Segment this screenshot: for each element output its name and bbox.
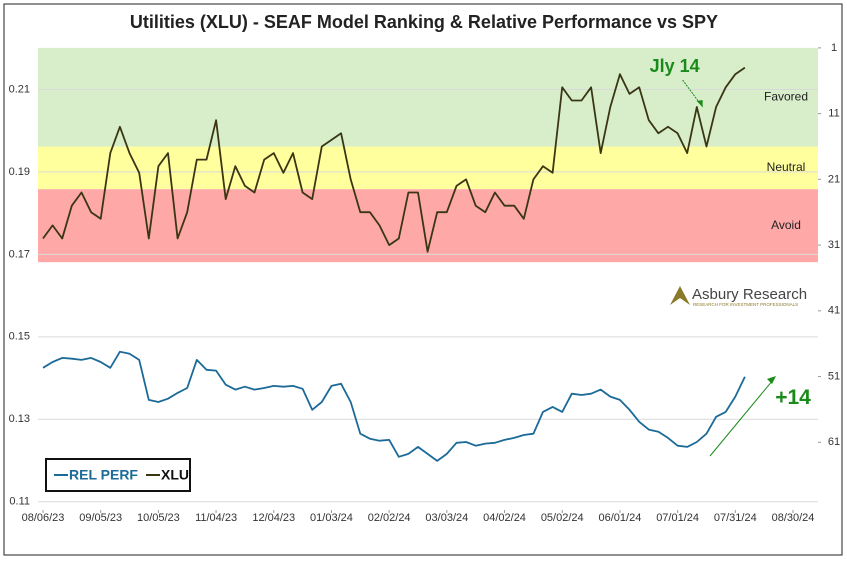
logo-icon — [670, 286, 690, 305]
band-label: Neutral — [767, 160, 806, 174]
x-tick-label: 10/05/23 — [137, 512, 180, 524]
legend-label: XLU — [161, 467, 189, 483]
legend-box — [45, 458, 191, 492]
series-line — [42, 66, 746, 253]
x-tick-label: 08/06/23 — [22, 512, 65, 524]
x-tick-label: 09/05/23 — [79, 512, 122, 524]
y2-tick-label: 11 — [828, 108, 839, 120]
x-tick-label: 01/03/24 — [310, 512, 353, 524]
logo: Asbury Research RESEARCH FOR INVESTMENT … — [670, 286, 807, 307]
annotation-arrow — [709, 379, 774, 457]
logo-tagline: RESEARCH FOR INVESTMENT PROFESSIONALS — [693, 302, 798, 307]
y-tick-label: 0.11 — [9, 496, 30, 508]
legend: REL PERF XLU — [45, 458, 191, 492]
y2-tick-label: 41 — [828, 305, 840, 317]
x-tick-label: 08/30/24 — [772, 512, 815, 524]
y2-tick-label: 1 — [831, 42, 837, 54]
y2-tick-label: 31 — [828, 239, 840, 251]
band — [38, 47, 818, 147]
x-tick-label: 05/02/24 — [541, 512, 584, 524]
y-tick-label: 0.15 — [9, 331, 30, 343]
x-tick-label: 03/03/24 — [425, 512, 468, 524]
arrow-head — [767, 376, 776, 384]
x-tick-label: 06/01/24 — [599, 512, 642, 524]
band — [38, 146, 818, 190]
x-tick-label: 02/02/24 — [368, 512, 411, 524]
annotation: +14 — [775, 386, 811, 409]
annotation: Jly 14 — [650, 56, 700, 76]
logo-name: Asbury Research — [692, 286, 807, 303]
series-line — [42, 350, 746, 462]
y-tick-label: 0.13 — [9, 413, 30, 425]
y2-tick-label: 61 — [828, 436, 840, 448]
x-tick-label: 11/04/23 — [195, 512, 237, 524]
y-tick-label: 0.21 — [9, 83, 30, 95]
x-tick-label: 04/02/24 — [483, 512, 526, 524]
y-tick-label: 0.17 — [9, 248, 30, 260]
arrow-head — [696, 100, 703, 108]
x-tick-label: 07/31/24 — [714, 512, 757, 524]
y-tick-label: 0.19 — [9, 166, 30, 178]
x-tick-label: 12/04/23 — [252, 512, 295, 524]
legend-label: REL PERF — [69, 467, 138, 483]
y2-tick-label: 21 — [828, 173, 840, 185]
chart-title: Utilities (XLU) - SEAF Model Ranking & R… — [130, 12, 718, 32]
band-label: Avoid — [771, 218, 801, 232]
x-tick-label: 07/01/24 — [656, 512, 699, 524]
plot-area: Favored Neutral Avoid 0.11 0.13 0.15 0.17 0.19 0… — [9, 42, 841, 524]
band-label: Favored — [764, 89, 808, 103]
y2-tick-label: 51 — [828, 370, 840, 382]
